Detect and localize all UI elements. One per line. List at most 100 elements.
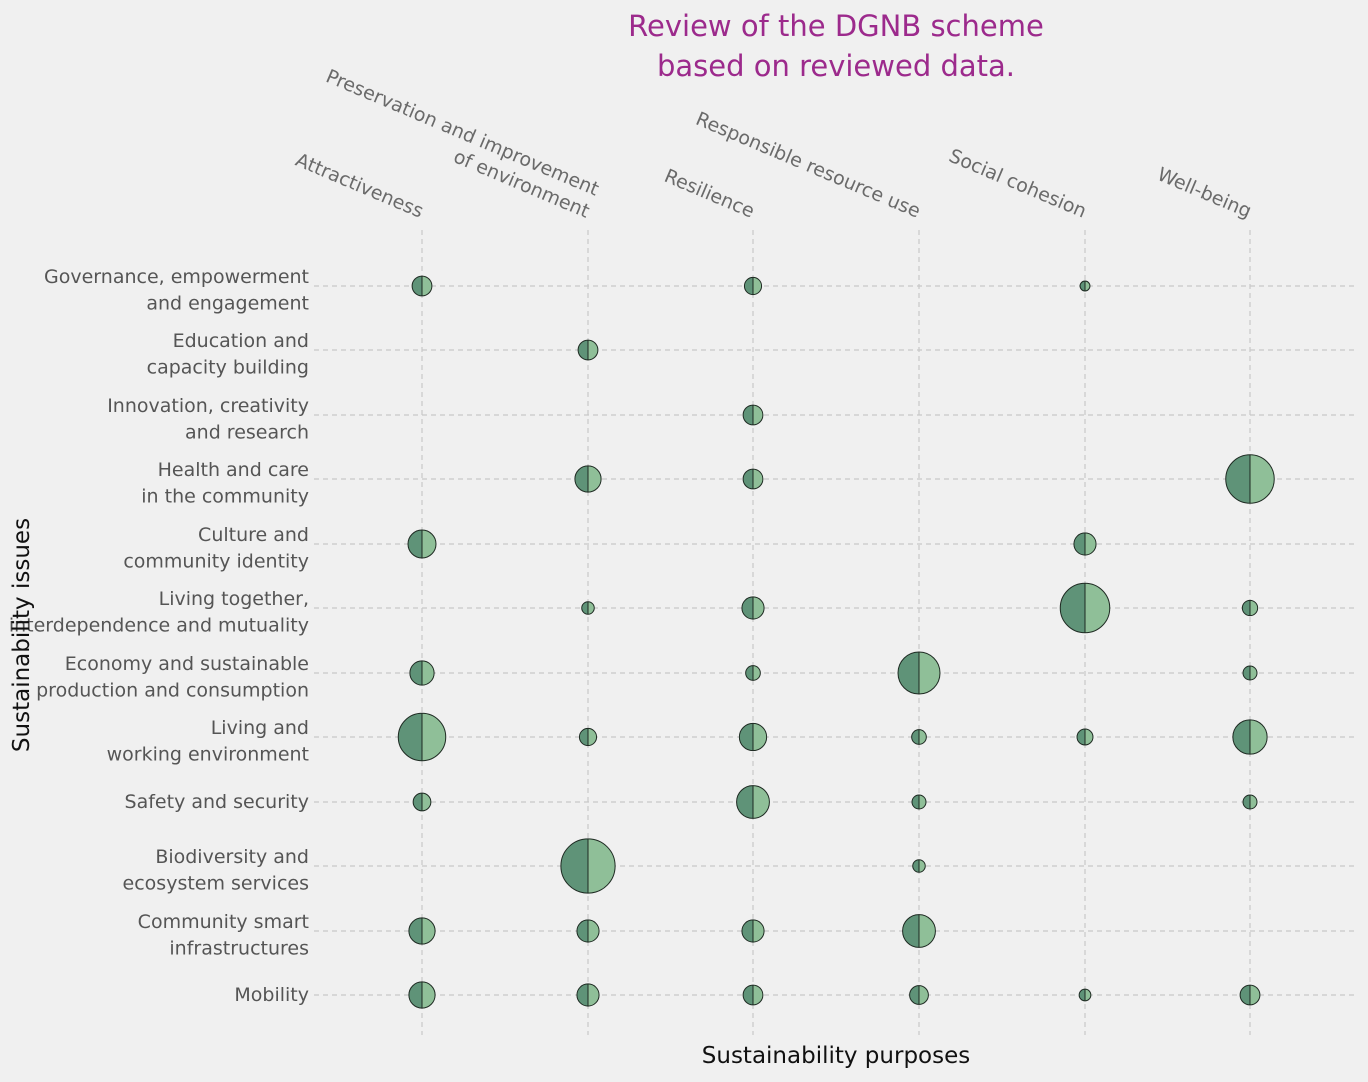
bubble-left-half: [408, 530, 422, 558]
bubble-left-half: [1243, 795, 1250, 809]
bubble-right-half: [588, 983, 600, 1007]
bubble-1-1: [577, 339, 599, 361]
bubble-right-half: [919, 729, 927, 745]
bubble-left-half: [579, 728, 588, 746]
bubble-right-half: [1085, 989, 1091, 1001]
y-tick-label-11-line-0: Mobility: [234, 984, 309, 1006]
bubble-3-9: [912, 859, 926, 873]
bubble-1-3: [574, 465, 602, 493]
bubble-left-half: [744, 277, 753, 295]
bubble-left-half: [911, 729, 919, 745]
bubble-1-11: [576, 983, 600, 1007]
bubble-4-0: [1079, 280, 1091, 292]
y-tick-label-10-line-1: infrastructures: [169, 938, 309, 960]
bubble-right-half: [1085, 583, 1110, 633]
bubble-right-half: [753, 596, 765, 620]
bubble-left-half: [912, 795, 919, 809]
bubble-2-8: [736, 785, 770, 819]
y-tick-label-6-line-1: production and consumption: [36, 680, 309, 702]
bubble-left-half: [1240, 985, 1250, 1005]
y-tick-label-2-line-1: and research: [185, 422, 309, 444]
bubble-3-8: [911, 794, 927, 810]
y-tick-label-10-line-0: Community smart: [138, 911, 309, 933]
bubble-left-half: [1242, 600, 1250, 616]
bubble-left-half: [413, 793, 422, 811]
bubble-3-11: [909, 985, 929, 1005]
bubble-left-half: [898, 652, 919, 694]
bubble-right-half: [422, 793, 431, 811]
bubble-right-half: [422, 981, 436, 1009]
bubble-0-10: [408, 917, 436, 945]
bubble-0-7: [397, 712, 447, 762]
y-axis-title: Sustainability issues: [9, 518, 35, 752]
bubble-1-9: [560, 838, 616, 894]
bubble-5-7: [1232, 719, 1268, 755]
bubble-5-6: [1242, 665, 1258, 681]
bubble-4-11: [1078, 988, 1092, 1002]
bubble-4-4: [1073, 532, 1097, 556]
bubble-left-half: [743, 405, 753, 425]
bubble-4-5: [1059, 582, 1111, 634]
chart-title-line-1: based on reviewed data.: [657, 49, 1015, 83]
bubble-0-8: [412, 792, 432, 812]
bubble-right-half: [1250, 985, 1260, 1005]
bubble-5-5: [1241, 599, 1259, 617]
y-tick-label-5-line-1: interdependence and mutuality: [9, 615, 309, 637]
bubble-left-half: [1073, 532, 1085, 556]
y-tick-label-1-line-1: capacity building: [147, 357, 309, 379]
chart-title: Review of the DGNB scheme based on review…: [628, 9, 1044, 83]
bubble-1-5: [581, 601, 595, 615]
bubble-right-half: [753, 985, 763, 1005]
bubble-right-half: [588, 465, 602, 493]
bubble-right-half: [588, 340, 598, 360]
bubble-left-half: [1079, 989, 1085, 1001]
bubble-2-2: [742, 404, 764, 426]
bubble-0-11: [408, 981, 436, 1009]
bubble-1-10: [576, 919, 600, 943]
bubble-2-3: [742, 468, 764, 490]
bubble-left-half: [741, 919, 753, 943]
bubble-right-half: [422, 276, 432, 296]
bubble-2-11: [742, 984, 764, 1006]
bubble-right-half: [422, 713, 446, 761]
y-tick-label-8-line-0: Safety and security: [125, 791, 309, 813]
bubble-right-half: [919, 985, 929, 1005]
bubble-right-half: [753, 919, 765, 943]
bubble-3-7: [911, 729, 927, 745]
bubble-right-half: [1250, 795, 1257, 809]
x-axis-title: Sustainability purposes: [702, 1043, 970, 1069]
bubble-left-half: [560, 838, 588, 894]
bubble-right-half: [753, 405, 763, 425]
bubble-left-half: [743, 985, 753, 1005]
bubble-1-7: [578, 727, 598, 747]
y-tick-label-9-line-1: ecosystem services: [123, 873, 309, 895]
bubble-left-half: [409, 660, 422, 686]
bubble-left-half: [743, 469, 753, 489]
x-tick-label-0-line-0: Attractiveness: [292, 149, 426, 223]
y-tick-label-6-line-0: Economy and sustainable: [65, 653, 309, 675]
y-tick-label-9-line-0: Biodiversity and: [155, 846, 309, 868]
bubble-0-0: [411, 275, 433, 297]
bubble-left-half: [745, 665, 753, 681]
bubble-left-half: [902, 914, 919, 948]
y-tick-label-3-line-1: in the community: [141, 486, 309, 508]
bubble-right-half: [588, 601, 595, 615]
bubble-left-half: [412, 276, 422, 296]
bubble-right-half: [1250, 454, 1275, 504]
bubble-3-6: [897, 651, 941, 695]
bubble-5-8: [1242, 794, 1258, 810]
bubble-right-half: [753, 277, 762, 295]
bubble-2-5: [741, 596, 765, 620]
bubble-0-4: [407, 529, 437, 559]
bubble-left-half: [909, 985, 919, 1005]
bubble-right-half: [919, 859, 926, 873]
bubble-right-half: [588, 919, 600, 943]
bubble-2-0: [743, 276, 763, 296]
y-tick-label-7-line-0: Living and: [211, 717, 309, 739]
y-tick-labels: Governance, empowerment and engagement Edu…: [9, 266, 309, 1006]
bubble-right-half: [919, 795, 926, 809]
bubble-right-half: [1085, 532, 1097, 556]
x-tick-label-2-line-0: Resilience: [661, 165, 758, 223]
